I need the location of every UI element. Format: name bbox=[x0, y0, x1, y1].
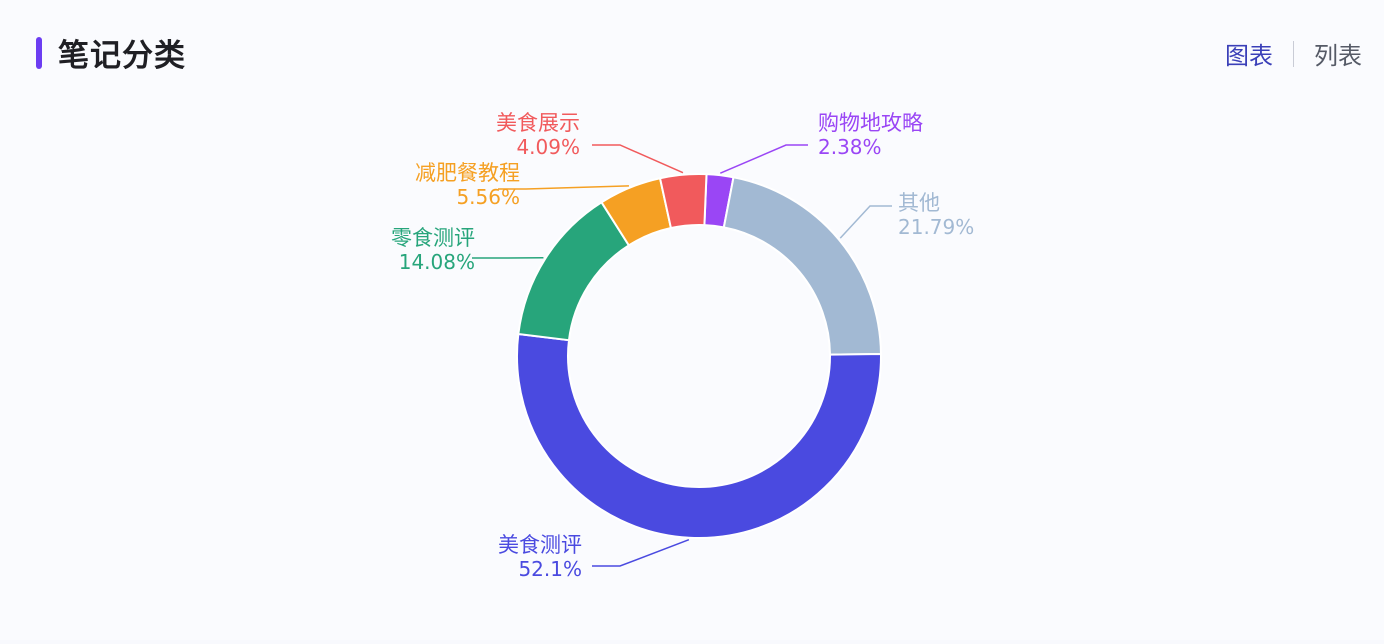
donut-slice-2[interactable] bbox=[517, 334, 881, 538]
slice-label-4: 减肥餐教程 bbox=[415, 161, 520, 185]
leader-line-5 bbox=[592, 145, 683, 173]
slice-label-3: 零食测评 bbox=[391, 226, 475, 250]
slice-label-2: 美食测评 bbox=[498, 533, 582, 557]
slice-value-1: 21.79% bbox=[898, 215, 974, 239]
leader-line-0 bbox=[720, 145, 808, 173]
slice-value-2: 52.1% bbox=[518, 557, 582, 581]
slice-value-3: 14.08% bbox=[399, 250, 475, 274]
slice-value-5: 4.09% bbox=[516, 135, 580, 159]
slice-label-0: 购物地攻略 bbox=[818, 111, 923, 135]
donut-slice-1[interactable] bbox=[724, 177, 881, 354]
slice-label-5: 美食展示 bbox=[496, 111, 580, 135]
leader-line-2 bbox=[592, 540, 689, 566]
slice-value-0: 2.38% bbox=[818, 135, 882, 159]
leader-line-1 bbox=[840, 206, 892, 238]
slice-label-1: 其他 bbox=[898, 191, 940, 215]
donut-slice-3[interactable] bbox=[518, 202, 629, 340]
slice-value-4: 5.56% bbox=[456, 185, 520, 209]
